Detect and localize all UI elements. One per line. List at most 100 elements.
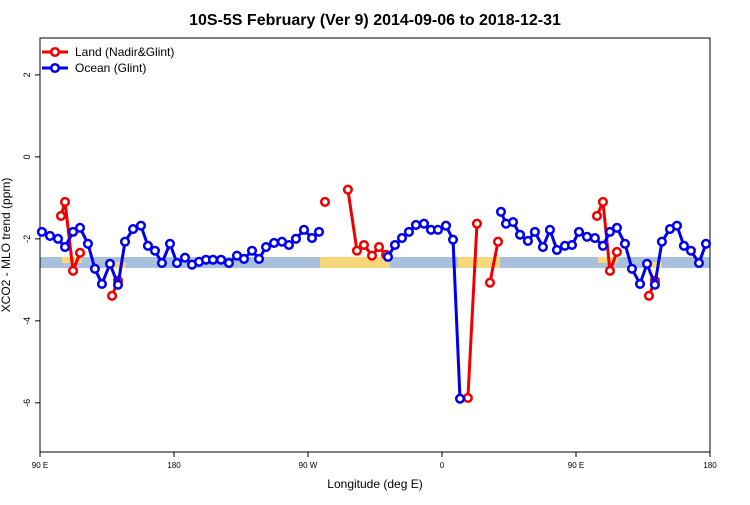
data-point [597,196,608,208]
x-tick-label: 0 [440,461,445,470]
data-point [358,239,370,251]
data-point [82,238,93,249]
data-point [96,278,107,289]
data-point [591,210,603,221]
chart-title: 10S-5S February (Ver 9) 2014-09-06 to 20… [189,12,561,29]
data-point [471,218,483,229]
data-point [507,216,519,228]
data-point [671,220,682,231]
data-point [269,237,280,249]
data-point [604,265,615,276]
data-point [306,232,318,244]
data-point [544,224,555,235]
data-point [298,224,310,235]
data-point [104,258,116,269]
data-point [522,235,533,246]
data-point [238,253,250,264]
data-point [454,393,466,404]
data-point [164,238,176,249]
data-point [573,226,585,237]
data-point [495,206,507,217]
data-point [107,290,118,301]
data-point [410,219,421,230]
data-point [119,236,131,247]
data-point [68,226,79,237]
data-point [75,247,86,258]
data-point [403,226,414,237]
data-point [215,254,227,265]
data-point [260,241,272,253]
data-point [432,224,444,235]
data-point [641,258,653,269]
data-point [611,222,622,233]
data-point [89,263,100,274]
x-tick-label: 90 E [568,461,584,470]
legend-label: Land (Nadir&Glint) [75,45,174,59]
data-point [75,222,86,233]
data-point [283,239,294,251]
data-point [447,234,459,245]
data-point [604,226,615,237]
data-point [551,244,562,255]
data-point [290,233,301,244]
data-point [581,231,593,242]
data-point [319,196,331,208]
data-point [700,238,712,249]
data-point [492,236,504,247]
series-line [488,241,500,283]
data-point [484,277,495,288]
data-point [36,226,47,237]
data-point [55,210,67,221]
data-point [685,245,696,256]
data-point [626,263,638,274]
data-point [529,226,540,237]
data-point [373,241,385,253]
data-point [619,238,631,249]
data-point [366,250,378,261]
data-point [382,251,394,262]
land-strip [648,262,662,268]
x-tick-label: 90 W [299,461,318,470]
data-point [389,239,401,251]
y-tick-label: -6 [22,399,32,407]
data-point [68,265,79,276]
y-tick-label: -2 [22,235,32,243]
data-point [179,252,191,263]
x-tick-label: 180 [703,461,717,470]
y-tick-label: -4 [22,317,32,325]
y-axis-label: XCO2 - MLO trend (ppm) [0,178,13,313]
data-point [44,230,56,242]
x-axis-label: Longitude (deg E) [327,477,422,491]
land-strip [458,257,500,268]
data-point [514,229,526,240]
data-point [462,392,473,403]
data-point [537,241,548,253]
legend-label: Ocean (Glint) [75,61,146,75]
land-strip [320,257,390,268]
data-point [566,239,578,251]
data-point [611,246,622,258]
data-point [149,245,160,256]
data-point [142,240,153,251]
data-point [171,257,183,269]
data-point [649,279,660,290]
data-point [678,240,689,251]
data-point [342,184,353,195]
data-point [656,236,667,247]
data-point [207,254,219,265]
data-point [313,226,325,237]
data-point [246,245,258,256]
data-point [59,196,71,208]
y-tick-label: 0 [22,154,32,159]
data-point [597,240,608,251]
data-point [396,232,407,244]
data-point [156,257,167,269]
legend-marker [49,46,61,58]
x-tick-label: 90 E [32,461,48,470]
data-point [223,257,234,269]
data-point [693,257,705,269]
data-point [351,245,363,256]
x-tick-label: 180 [167,461,181,470]
land-strip [112,262,126,268]
